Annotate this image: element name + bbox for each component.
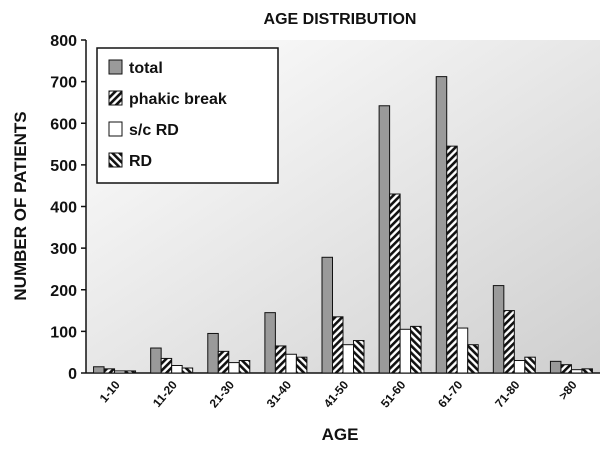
bar xyxy=(378,105,391,374)
x-axis-label: AGE xyxy=(322,425,359,444)
legend-label: phakic break xyxy=(129,91,227,108)
bar xyxy=(321,256,333,374)
legend-label: RD xyxy=(129,153,152,170)
bar xyxy=(238,360,251,374)
bar xyxy=(389,193,401,374)
bar xyxy=(549,360,562,374)
bar xyxy=(181,367,194,374)
bar xyxy=(114,370,126,374)
x-tick-label: 21-30 xyxy=(207,378,238,411)
y-tick-label: 300 xyxy=(50,241,77,258)
bar xyxy=(581,368,593,374)
chart-title: AGE DISTRIBUTION xyxy=(264,11,417,28)
bar xyxy=(342,344,354,374)
x-tick-label: 31-40 xyxy=(264,378,295,411)
y-axis-label: NUMBER OF PATIENTS xyxy=(11,111,30,300)
bar xyxy=(274,345,287,374)
bar xyxy=(467,344,479,374)
x-tick-label: 11-20 xyxy=(150,378,180,410)
x-tick-label: 71-80 xyxy=(492,378,523,411)
legend-box xyxy=(96,47,279,184)
bar xyxy=(285,353,297,374)
bar xyxy=(353,340,365,374)
x-tick-label: 41-50 xyxy=(321,378,352,411)
bar xyxy=(124,370,137,374)
bar xyxy=(513,360,526,374)
bar xyxy=(332,316,344,374)
y-tick-label: 600 xyxy=(50,116,77,133)
bar xyxy=(171,365,183,374)
bar xyxy=(503,310,515,374)
bar xyxy=(560,364,572,374)
x-tick-label: >80 xyxy=(556,378,580,403)
y-tick-label: 400 xyxy=(50,200,77,217)
y-tick-label: 200 xyxy=(50,283,77,300)
bar xyxy=(93,366,105,374)
y-tick-label: 0 xyxy=(68,366,77,383)
legend-label: s/c RD xyxy=(129,122,179,139)
legend-swatch xyxy=(108,59,123,75)
bar xyxy=(435,76,448,374)
bar xyxy=(217,350,230,374)
bar xyxy=(103,368,116,374)
bar xyxy=(228,362,240,374)
bar xyxy=(524,356,536,374)
y-tick-label: 800 xyxy=(50,33,77,50)
bar xyxy=(264,312,276,374)
x-tick-label: 51-60 xyxy=(378,378,409,411)
legend-swatch xyxy=(108,121,123,137)
x-tick-label: 61-70 xyxy=(435,378,466,411)
y-tick-label: 500 xyxy=(50,158,77,175)
legend-swatch xyxy=(108,152,123,168)
x-tick-label: 1-10 xyxy=(97,378,123,406)
bar xyxy=(446,145,458,374)
bar xyxy=(399,328,412,374)
bar xyxy=(410,325,422,374)
y-tick-label: 700 xyxy=(50,75,77,92)
bar xyxy=(456,327,469,374)
bar xyxy=(150,347,162,374)
legend-label: total xyxy=(129,60,163,77)
bar xyxy=(160,357,173,374)
y-tick-label: 100 xyxy=(50,324,77,341)
bar xyxy=(570,369,583,374)
bar xyxy=(492,285,505,374)
bar xyxy=(295,356,308,374)
legend-swatch xyxy=(108,90,123,106)
bar xyxy=(207,332,219,374)
